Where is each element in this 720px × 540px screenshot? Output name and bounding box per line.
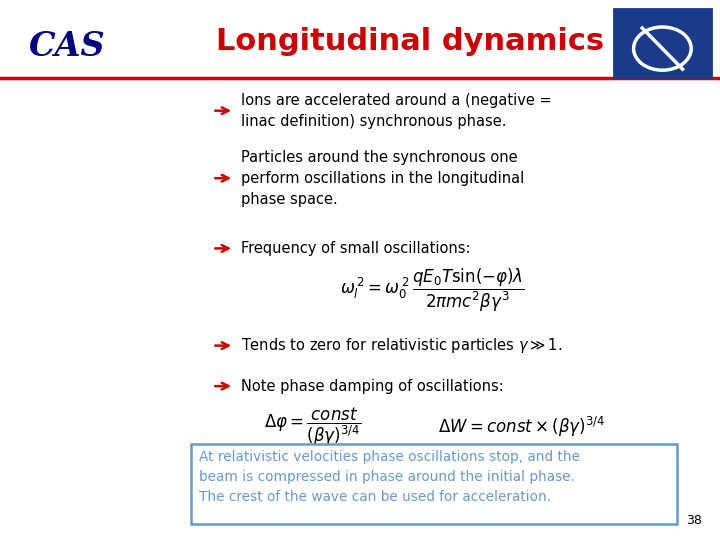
Text: Tends to zero for relativistic particles $\gamma$$\gg$1.: Tends to zero for relativistic particles…	[241, 336, 562, 355]
Text: CAS: CAS	[29, 30, 105, 63]
Text: At relativistic velocities phase oscillations stop, and the
beam is compressed i: At relativistic velocities phase oscilla…	[199, 450, 580, 504]
Text: CERN: CERN	[651, 16, 674, 25]
Text: Note phase damping of oscillations:: Note phase damping of oscillations:	[241, 379, 504, 394]
Text: $\omega_l^{\,2} = \omega_0^{\,2}\,\dfrac{qE_0T\sin(-\varphi)\lambda}{2\pi m c^2\: $\omega_l^{\,2} = \omega_0^{\,2}\,\dfrac…	[340, 267, 524, 314]
Text: $\Delta\varphi = \dfrac{const}{(\beta\gamma)^{3/4}}$: $\Delta\varphi = \dfrac{const}{(\beta\ga…	[264, 406, 362, 448]
Text: $\Delta W = const \times (\beta\gamma)^{3/4}$: $\Delta W = const \times (\beta\gamma)^{…	[438, 415, 606, 438]
Text: Frequency of small oscillations:: Frequency of small oscillations:	[241, 241, 471, 256]
Text: Particles around the synchronous one
perform oscillations in the longitudinal
ph: Particles around the synchronous one per…	[241, 150, 524, 207]
Text: Ions are accelerated around a (negative =
linac definition) synchronous phase.: Ions are accelerated around a (negative …	[241, 93, 552, 129]
Text: 38: 38	[686, 514, 702, 526]
Bar	[191, 444, 677, 524]
Text: Longitudinal dynamics: Longitudinal dynamics	[216, 27, 604, 56]
Bar	[614, 9, 711, 77]
